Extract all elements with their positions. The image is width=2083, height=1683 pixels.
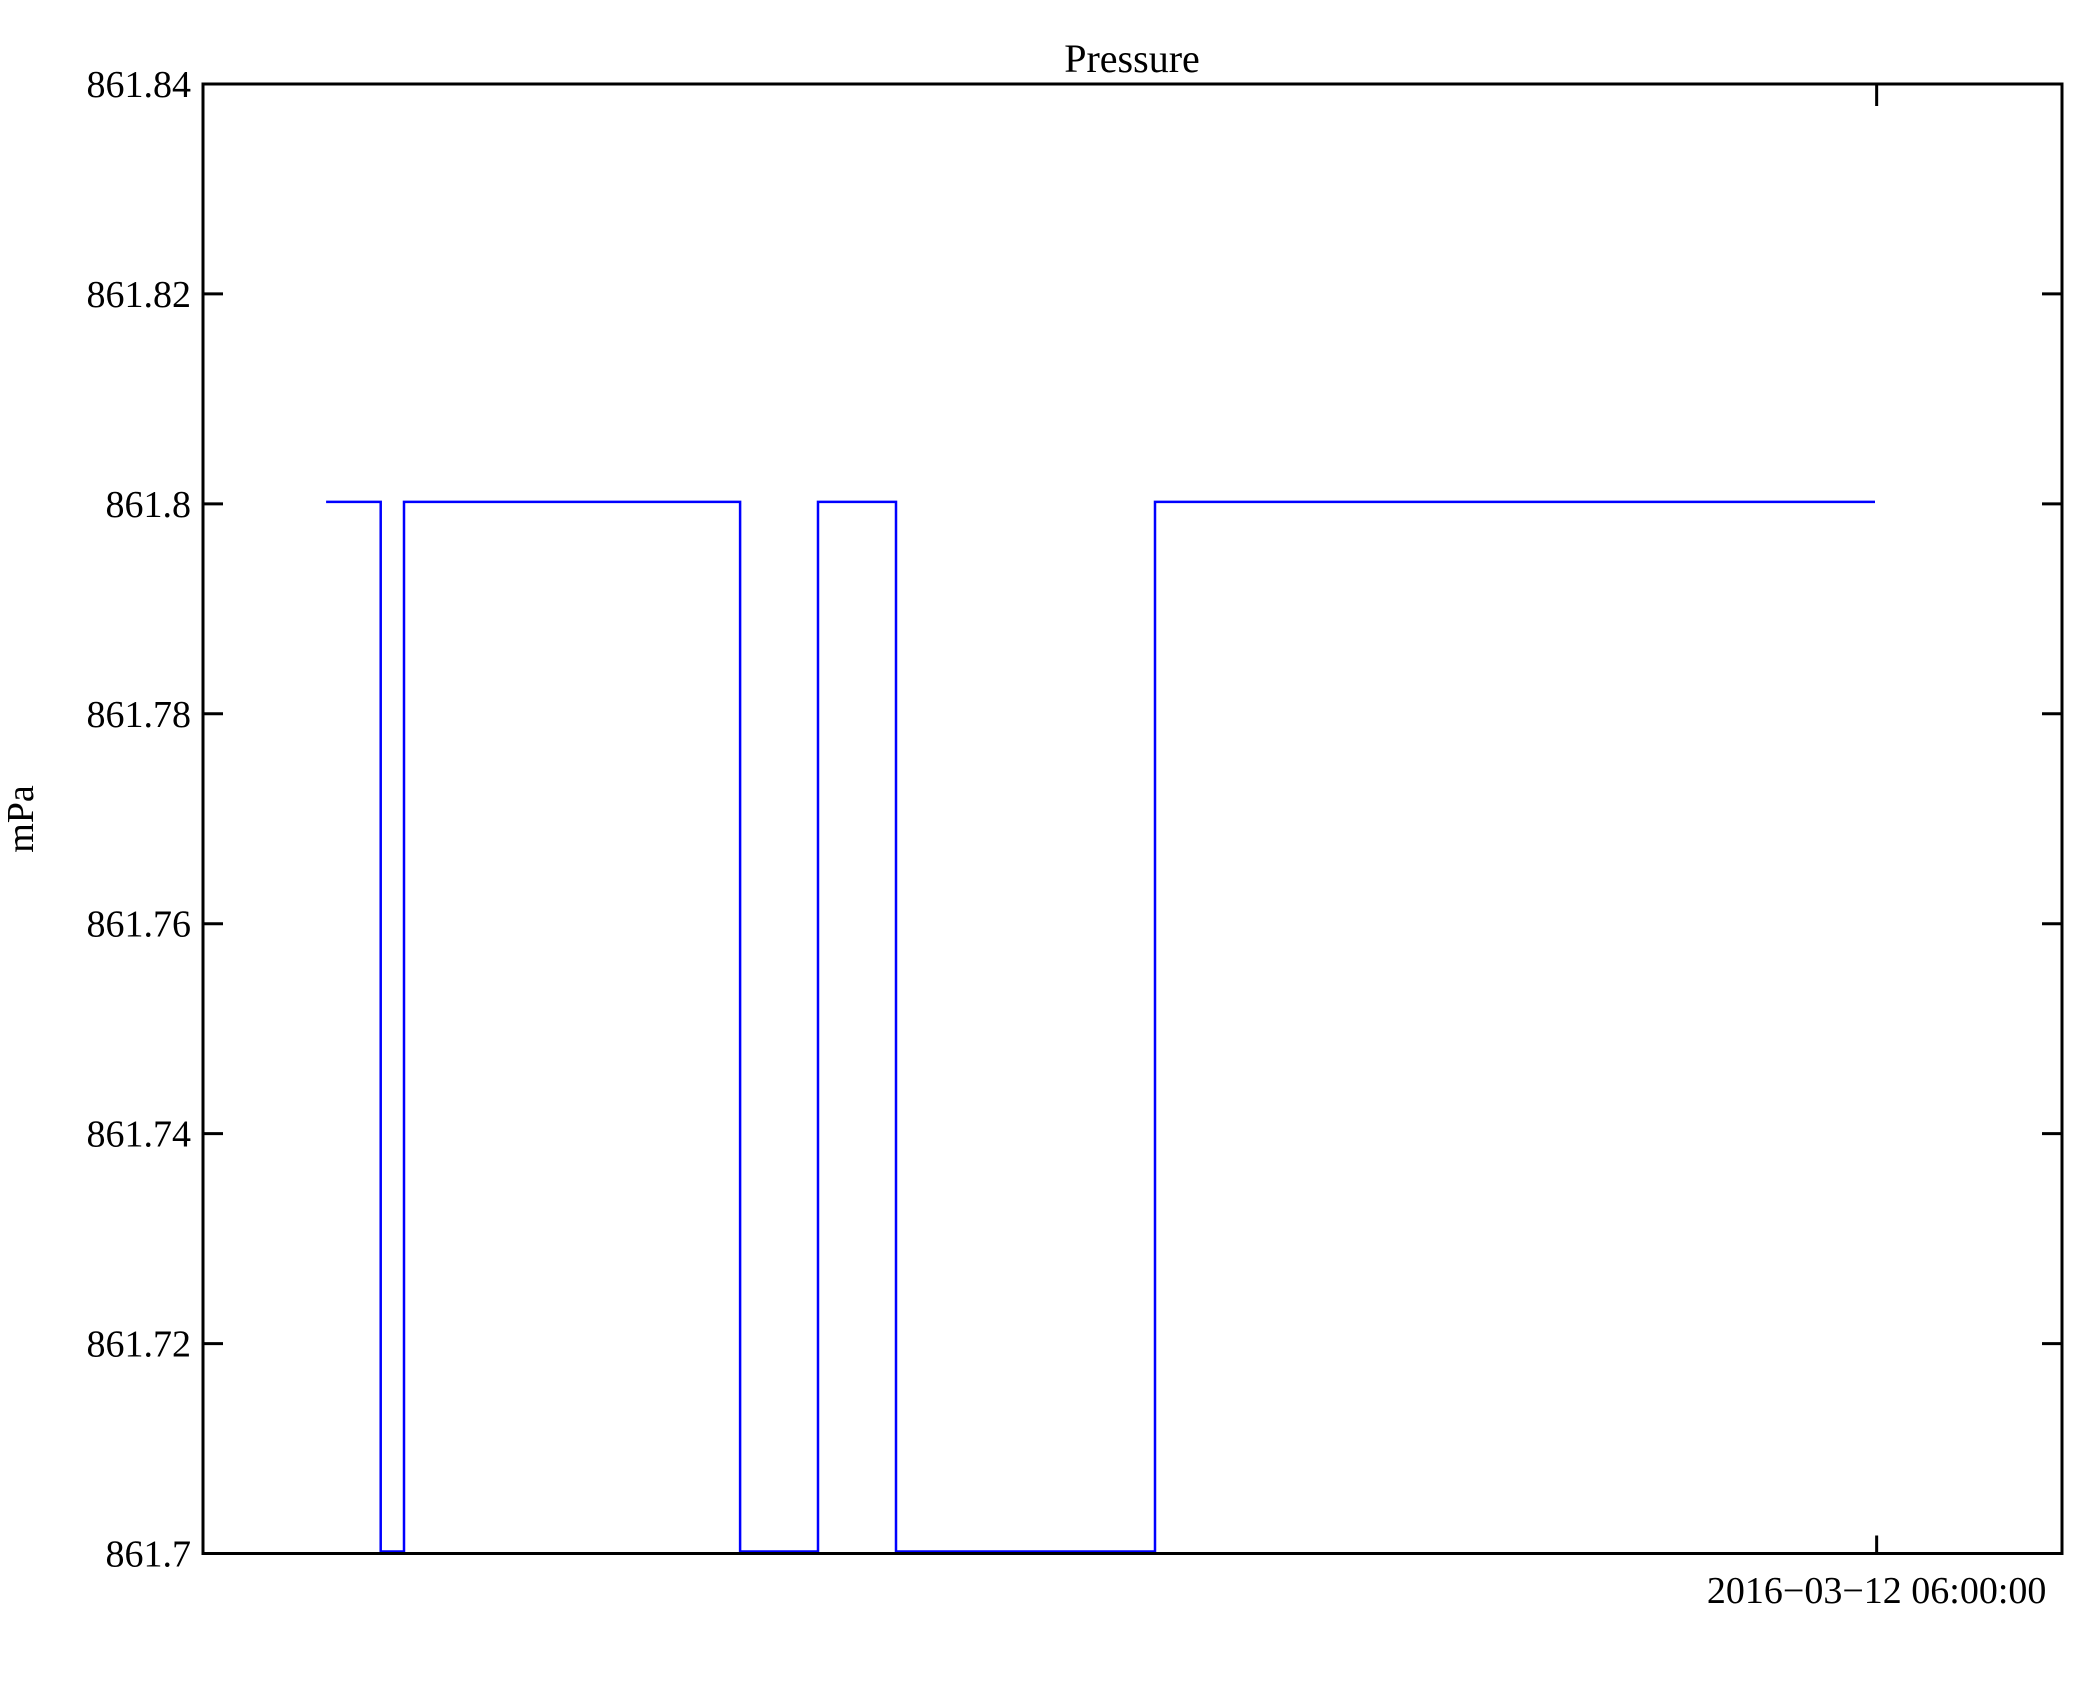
x-tick-label: 2016−03−12 06:00:00 xyxy=(1707,1570,2046,1612)
chart-title: Pressure xyxy=(1064,36,1200,81)
axis-ticks xyxy=(203,82,2062,1555)
y-tick-label: 861.82 xyxy=(87,274,192,316)
y-tick-label: 861.8 xyxy=(106,484,192,526)
y-tick-label: 861.78 xyxy=(87,694,192,736)
y-tick-label: 861.84 xyxy=(87,64,192,106)
axis-tick-labels: 861.7 861.72 861.74 861.76 861.78 861.8 861.82… xyxy=(87,64,2047,1612)
y-axis-label: mPa xyxy=(0,785,42,853)
pressure-line-series xyxy=(326,500,1875,1553)
y-tick-label: 861.7 xyxy=(106,1534,192,1576)
y-tick-label: 861.72 xyxy=(87,1324,192,1366)
plot-border xyxy=(201,82,2064,1555)
y-tick-label: 861.74 xyxy=(87,1114,192,1156)
y-tick-label: 861.76 xyxy=(87,904,192,946)
